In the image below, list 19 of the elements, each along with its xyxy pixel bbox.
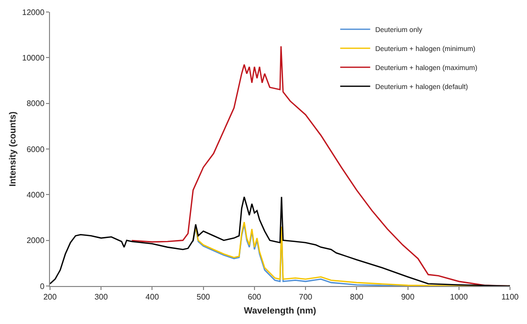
y-axis-title: Intensity (counts) [8,111,18,187]
y-tick-label: 6000 [26,144,45,154]
x-tick-label: 900 [401,292,415,302]
x-tick-label: 1000 [450,292,468,302]
x-axis-title: Wavelength (nm) [244,305,316,316]
x-tick-label: 400 [146,292,160,302]
x-tick-label: 800 [350,292,364,302]
x-tick-label: 200 [43,292,58,302]
x-tick-label: 600 [248,292,262,302]
x-tick-label: 500 [196,292,211,302]
y-tick-label: 12000 [22,8,45,17]
y-tick-label: 0 [40,282,45,291]
x-tick-label: 300 [94,292,108,302]
y-tick-label: 10000 [22,53,45,62]
y-tick-label: 2000 [26,236,45,246]
x-tick-label: 1100 [501,292,520,302]
y-tick-label: 8000 [26,99,45,108]
x-tick-label: 700 [298,292,313,302]
y-tick-label: 4000 [26,190,45,200]
